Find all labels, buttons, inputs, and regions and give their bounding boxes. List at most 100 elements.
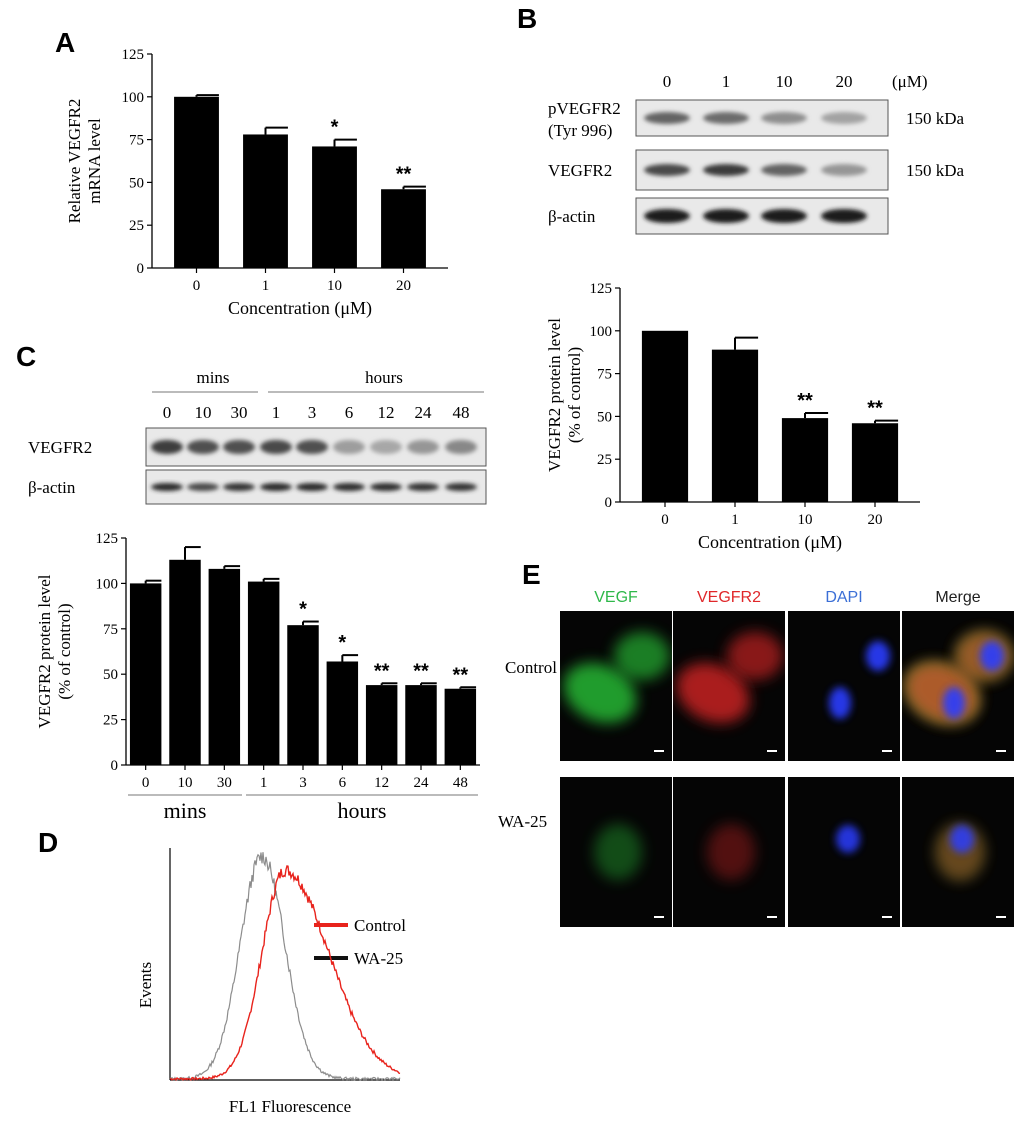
blot-band [445,483,477,491]
bar-10 [169,559,201,765]
chart-a: 0 25 50 75 100 125 0 1 10 * 20 ** Relative VEGFR2 mRN… [65,47,448,319]
histogram-curve-wa25 [169,852,401,1082]
blot-band [644,164,690,176]
blot-band [407,483,439,491]
significance-mark: ** [396,164,412,186]
group-label-mins: mins [164,798,207,823]
x-tick-label: 20 [396,278,411,294]
y-axis-label: VEGFR2 protein level [545,318,564,472]
legend-label-control: Control [354,916,406,935]
bar-20 [381,189,426,268]
blot-band [644,209,690,223]
blot-band [821,164,867,176]
blot-band [296,483,328,491]
bar-0 [129,583,162,765]
blot-group-label: mins [196,368,229,387]
x-tick-label: 24 [414,775,430,791]
blot-lane-label: 30 [231,403,248,422]
group-label-hours: hours [338,798,387,823]
blot-lane-label: 48 [453,403,470,422]
blot-lane-label: 0 [663,72,672,91]
y-axis-label: (% of control) [55,603,74,699]
blot-band [821,112,867,124]
histogram-x-label: FL1 Fluorescence [229,1097,351,1116]
bar-0 [641,330,689,502]
blot-row-label: β-actin [28,478,76,497]
y-tick-label: 100 [590,324,613,340]
chart-b: 0 25 50 75 100 125 0 1 10 ** 20 ** VEGFR2 protein le… [545,281,920,553]
x-tick-label: 20 [868,512,883,528]
x-tick-label: 12 [374,775,389,791]
blot-band [333,440,365,454]
y-tick-label: 125 [590,281,613,297]
bar-10 [781,418,829,502]
significance-mark: ** [453,664,469,686]
x-tick-label: 1 [731,512,739,528]
condition-label: WA-25 [498,812,547,831]
blot-unit-label: (μM) [892,72,928,91]
blot-band [370,440,402,454]
x-tick-label: 30 [217,775,232,791]
y-tick-label: 0 [111,758,119,774]
significance-mark: * [338,632,346,654]
bar-10 [312,146,357,268]
x-axis-label: Concentration (μM) [228,298,372,319]
microscopy-panel-e: VEGF VEGFR2 DAPI Merge Control WA-25 [498,589,1014,927]
blot-band [187,440,219,454]
x-tick-label: 48 [453,775,468,791]
y-tick-label: 100 [122,90,145,106]
blot-band [187,483,219,491]
blot-band [223,483,255,491]
blot-lane-label: 1 [272,403,281,422]
blot-lane-label: 1 [722,72,731,91]
x-tick-label: 0 [193,278,201,294]
western-blot-c: mins hours 0 10 30 1 3 6 12 24 48 VEGFR2 β-actin [28,368,487,505]
blot-band [703,209,749,223]
y-tick-label: 0 [605,495,613,511]
y-tick-label: 100 [96,576,119,592]
bar-12 [365,685,398,765]
micrograph-control-dapi [788,611,900,761]
blot-band [151,440,183,454]
blot-band [761,164,807,176]
histogram-curve-control [169,865,401,1081]
y-tick-label: 125 [96,531,119,547]
panel-letter-b: B [517,3,537,34]
blot-band [703,164,749,176]
significance-mark: ** [797,390,813,412]
panel-letter-e: E [522,559,541,590]
bar-1 [247,581,280,765]
x-tick-label: 10 [327,278,342,294]
x-tick-label: 1 [260,775,268,791]
y-axis-label: VEGFR2 protein level [35,574,54,728]
bar-6 [326,661,359,765]
channel-label-dapi: DAPI [825,589,862,606]
bar-0 [174,96,219,268]
y-tick-label: 25 [597,452,612,468]
chart-c: 0 25 50 75 100 125 0 10 30 1 3 * 6 * 12 ** 24 ** 48 ** VEGFR… [35,531,480,823]
significance-mark: * [299,599,307,621]
x-axis-label: Concentration (μM) [698,532,842,553]
blot-row-label: VEGFR2 [28,438,92,457]
y-axis-label: Relative VEGFR2 [65,99,84,224]
blot-band [703,112,749,124]
blot-lane-label: 10 [195,403,212,422]
blot-band [223,440,255,454]
micrograph-wa-25-merge [902,777,1014,927]
blot-lane-label: 6 [345,403,354,422]
y-axis-label: (% of control) [565,347,584,443]
blot-row-label: VEGFR2 [548,161,612,180]
y-tick-label: 75 [597,367,612,383]
y-tick-label: 50 [129,175,144,191]
blot-group-label: hours [365,368,403,387]
blot-band [151,483,183,491]
channel-label-merge: Merge [935,589,980,606]
bar-3 [287,625,319,765]
blot-band [370,483,402,491]
micrograph-control-vegf [560,611,672,761]
channel-label-vegf: VEGF [594,589,638,606]
micrograph-wa-25-dapi [788,777,900,927]
channel-label-vegfr2: VEGFR2 [697,589,761,606]
blot-row-label: (Tyr 996) [548,121,612,140]
histogram-d: Events FL1 Fluorescence Control WA-25 [136,848,406,1116]
